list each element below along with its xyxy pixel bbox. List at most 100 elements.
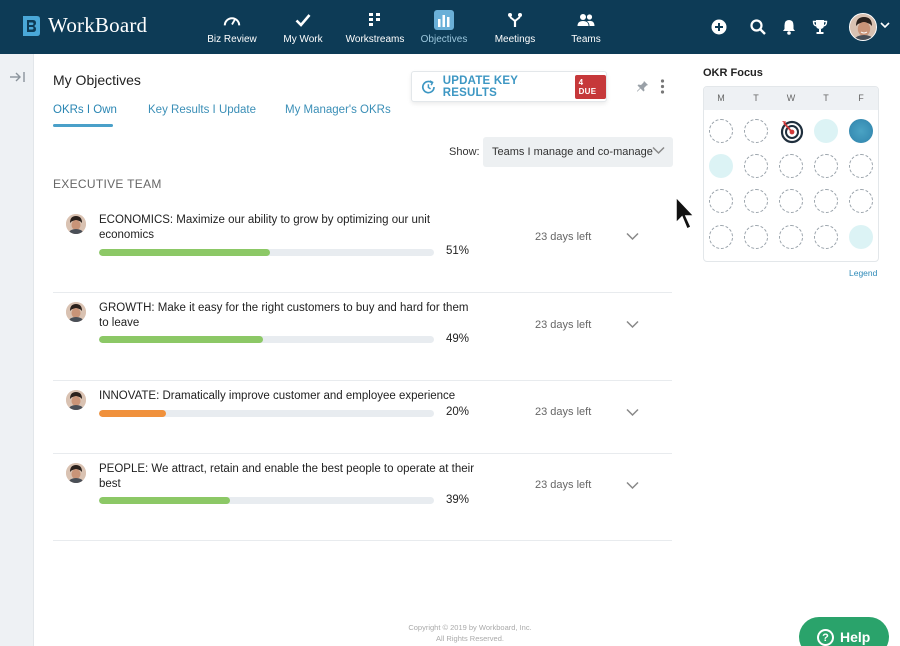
trophy-icon xyxy=(812,20,828,34)
owner-avatar xyxy=(66,463,86,483)
nav-label: My Work xyxy=(283,34,323,45)
tab-okrs-i-own[interactable]: OKRs I Own xyxy=(53,104,117,116)
more-vertical-icon[interactable] xyxy=(660,79,665,94)
chevron-down-icon xyxy=(652,146,665,155)
nav-teams[interactable]: Teams xyxy=(546,0,626,54)
days-left: 23 days left xyxy=(535,479,592,491)
objective-title[interactable]: GROWTH: Make it easy for the right custo… xyxy=(99,302,469,329)
workboard-logo[interactable]: WorkBoard xyxy=(20,13,147,38)
owner-avatar-image xyxy=(66,390,86,410)
user-avatar-image xyxy=(850,14,876,40)
objective-title[interactable]: ECONOMICS: Maximize our ability to grow … xyxy=(99,214,431,241)
focus-day-cell[interactable] xyxy=(814,154,838,178)
objective-row[interactable]: PEOPLE: We attract, retain and enable th… xyxy=(53,454,672,541)
notifications-button[interactable] xyxy=(780,18,798,36)
nav-label: Objectives xyxy=(420,34,468,45)
progress-percent: 49% xyxy=(446,333,470,345)
user-avatar[interactable] xyxy=(849,13,877,41)
question-icon: ? xyxy=(817,629,834,646)
chevron-down-icon[interactable] xyxy=(626,320,639,329)
show-filter-value: Teams I manage and co-manage xyxy=(492,146,653,158)
objective-title[interactable]: INNOVATE: Dramatically improve customer … xyxy=(99,390,456,402)
focus-day-cell[interactable] xyxy=(814,225,838,249)
update-key-results-button[interactable]: UPDATE KEY RESULTS 4 DUE xyxy=(411,71,607,102)
focus-day-cell[interactable] xyxy=(849,119,873,143)
focus-day-cell[interactable] xyxy=(814,119,838,143)
weekday-header: M T W T F xyxy=(704,87,878,110)
achievements-button[interactable] xyxy=(811,18,829,36)
bar-chart-icon xyxy=(438,15,450,27)
help-label: Help xyxy=(840,629,871,645)
focus-day-cell[interactable] xyxy=(744,189,768,213)
objective-title[interactable]: PEOPLE: We attract, retain and enable th… xyxy=(99,463,475,490)
progress-fill xyxy=(99,497,230,504)
weekday-label: T xyxy=(753,93,759,103)
help-button[interactable]: ? Help xyxy=(799,617,889,646)
search-button[interactable] xyxy=(749,18,767,36)
people-icon xyxy=(577,14,595,26)
focus-day-cell[interactable] xyxy=(709,225,733,249)
nav-my-work[interactable]: My Work xyxy=(263,0,343,54)
nav-label: Teams xyxy=(571,34,601,45)
left-rail xyxy=(0,54,34,646)
focus-day-cell[interactable] xyxy=(779,225,803,249)
focus-day-cell[interactable] xyxy=(709,189,733,213)
owner-avatar xyxy=(66,390,86,410)
chevron-down-icon[interactable] xyxy=(880,22,890,29)
owner-avatar-image xyxy=(66,302,86,322)
legend-link[interactable]: Legend xyxy=(849,268,878,278)
tab-key-results-i-update[interactable]: Key Results I Update xyxy=(148,104,257,116)
pin-icon[interactable] xyxy=(636,80,649,93)
nav-objectives[interactable]: Objectives xyxy=(404,0,484,54)
weekday-label: F xyxy=(858,93,864,103)
add-button[interactable] xyxy=(710,18,728,36)
page-title: My Objectives xyxy=(53,72,141,88)
nav-biz-review[interactable]: Biz Review xyxy=(192,0,272,54)
nav-label: Biz Review xyxy=(207,34,257,45)
nav-workstreams[interactable]: Workstreams xyxy=(335,0,415,54)
days-left: 23 days left xyxy=(535,231,592,243)
target-icon[interactable] xyxy=(779,118,805,144)
focus-day-cell[interactable] xyxy=(779,154,803,178)
days-left: 23 days left xyxy=(535,319,592,331)
chevron-down-icon[interactable] xyxy=(626,481,639,490)
gauge-icon xyxy=(223,17,241,26)
update-key-results-label: UPDATE KEY RESULTS xyxy=(442,74,518,99)
workboard-logo-icon xyxy=(23,15,40,36)
focus-day-cell[interactable] xyxy=(709,119,733,143)
focus-day-cell[interactable] xyxy=(709,154,733,178)
focus-day-cell[interactable] xyxy=(744,154,768,178)
objective-row[interactable]: ECONOMICS: Maximize our ability to grow … xyxy=(53,204,672,293)
focus-day-cell[interactable] xyxy=(849,225,873,249)
objective-row[interactable]: INNOVATE: Dramatically improve customer … xyxy=(53,381,672,454)
focus-day-cell[interactable] xyxy=(779,189,803,213)
progress-bar xyxy=(99,336,434,343)
okr-focus-title: OKR Focus xyxy=(703,67,763,79)
nav-meetings[interactable]: Meetings xyxy=(475,0,555,54)
chevron-down-icon[interactable] xyxy=(626,232,639,241)
expand-sidebar-icon[interactable] xyxy=(9,71,26,83)
copyright-text: Copyright © 2019 by Workboard, Inc. xyxy=(408,623,532,632)
tab-my-managers-okrs[interactable]: My Manager's OKRs xyxy=(285,104,391,116)
due-badge: 4 DUE xyxy=(574,74,606,99)
focus-day-cell[interactable] xyxy=(744,119,768,143)
meetings-icon xyxy=(508,13,522,27)
show-filter-select[interactable]: Teams I manage and co-manage xyxy=(483,137,673,167)
footer: Copyright © 2019 by Workboard, Inc. All … xyxy=(360,622,580,644)
objective-row[interactable]: GROWTH: Make it easy for the right custo… xyxy=(53,293,672,381)
owner-avatar xyxy=(66,302,86,322)
progress-fill xyxy=(99,410,166,417)
search-icon xyxy=(750,19,766,35)
chevron-down-icon[interactable] xyxy=(626,408,639,417)
focus-day-cell[interactable] xyxy=(814,189,838,213)
top-bar: WorkBoard Biz Review My Work Workstreams… xyxy=(0,0,900,54)
focus-day-cell[interactable] xyxy=(849,154,873,178)
active-tab-indicator xyxy=(53,124,113,127)
progress-bar xyxy=(99,410,434,417)
focus-day-cell[interactable] xyxy=(849,189,873,213)
focus-day-cell[interactable] xyxy=(744,225,768,249)
check-icon xyxy=(295,14,311,27)
weekday-label: W xyxy=(786,93,796,103)
nav-label: Workstreams xyxy=(345,34,405,45)
section-title: EXECUTIVE TEAM xyxy=(53,177,162,191)
